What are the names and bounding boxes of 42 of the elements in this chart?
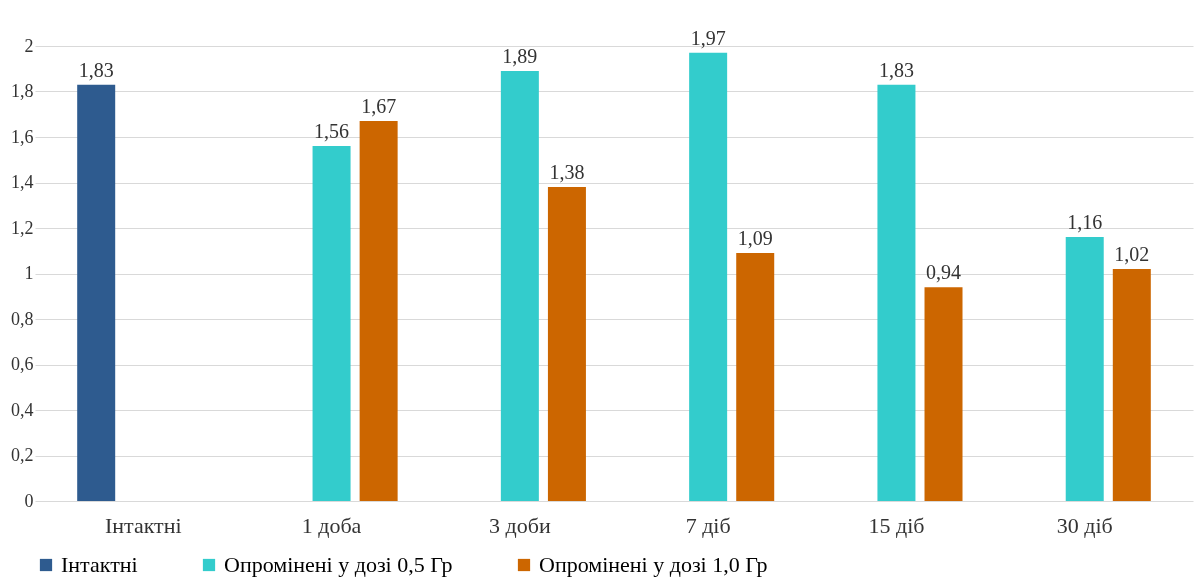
data-label: 1,38	[549, 161, 585, 184]
x-tick-label: Інтактні	[104, 512, 182, 538]
y-tick-label: 0	[24, 490, 34, 511]
y-tick-label: 0,6	[11, 354, 34, 374]
bar	[689, 52, 728, 501]
y-tick-label: 0,8	[11, 308, 34, 329]
data-label: 0,94	[926, 261, 962, 284]
bar	[547, 187, 586, 501]
data-label: 1,09	[737, 227, 773, 250]
y-tick-label: 1,8	[11, 81, 34, 101]
y-tick-label: 0,4	[11, 399, 34, 420]
bar	[736, 253, 775, 501]
data-label: 1,83	[878, 58, 914, 81]
y-tick-label: 2	[24, 35, 34, 56]
x-tick-label: 15 діб	[868, 512, 925, 538]
data-label: 1,56	[314, 120, 350, 143]
data-label: 1,97	[690, 26, 726, 49]
bar	[877, 84, 916, 501]
x-tick-label: 7 діб	[685, 512, 731, 538]
bar	[359, 121, 398, 501]
data-label: 1,89	[502, 45, 538, 68]
bar	[312, 146, 351, 501]
data-label: 1,67	[361, 95, 397, 118]
data-label: 1,02	[1114, 242, 1150, 265]
bar	[500, 71, 539, 501]
x-tick-label: 1 доба	[301, 512, 362, 538]
legend-label: Опромінені у дозі 1,0 Гр	[539, 552, 768, 577]
bar	[1065, 237, 1104, 501]
x-tick-label: 3 доби	[489, 512, 551, 538]
bar	[924, 287, 963, 501]
y-tick-label: 1	[24, 263, 34, 283]
legend-label: Інтактні	[61, 552, 138, 577]
x-tick-label: 30 діб	[1056, 512, 1113, 538]
y-tick-label: 0,2	[11, 445, 34, 465]
y-tick-label: 1,4	[11, 172, 34, 192]
bar	[1112, 268, 1151, 501]
legend-label: Опромінені у дозі 0,5 Гр	[224, 552, 453, 577]
data-label: 1,83	[78, 58, 114, 81]
y-tick-label: 1,6	[11, 126, 34, 147]
y-tick-label: 1,2	[11, 217, 34, 238]
data-label: 1,16	[1067, 211, 1103, 234]
bar	[77, 84, 116, 501]
